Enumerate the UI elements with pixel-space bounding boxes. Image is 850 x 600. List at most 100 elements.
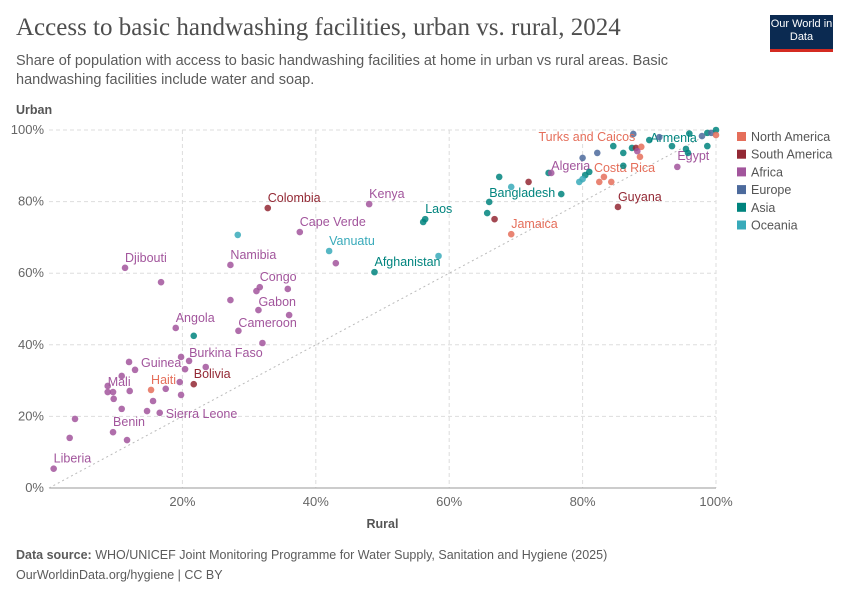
chart-title: Access to basic handwashing facilities, … xyxy=(16,14,621,41)
y-tick-label: 100% xyxy=(11,122,45,137)
data-point xyxy=(123,436,131,444)
data-point xyxy=(547,169,555,177)
legend-swatch xyxy=(737,149,746,159)
point-label: Laos xyxy=(425,202,452,216)
legend-label: Europe xyxy=(751,183,791,197)
data-point xyxy=(636,153,644,161)
point-label: Bolivia xyxy=(194,367,231,381)
data-point xyxy=(495,173,503,181)
data-point xyxy=(255,306,262,314)
point-label: Afghanistan xyxy=(374,255,440,269)
data-point xyxy=(177,353,185,361)
data-point xyxy=(149,397,157,405)
legend-label: South America xyxy=(751,148,832,162)
data-point xyxy=(668,142,676,150)
data-point xyxy=(181,365,189,373)
legend-swatch xyxy=(737,132,746,141)
data-point xyxy=(118,405,126,413)
data-point xyxy=(104,388,111,396)
footer-url[interactable]: OurWorldinData.org/hygiene | CC BY xyxy=(16,568,223,582)
data-point xyxy=(579,154,586,162)
data-point xyxy=(698,132,706,140)
data-point xyxy=(325,247,333,255)
legend-label: Asia xyxy=(751,201,775,215)
point-label: Armenia xyxy=(650,131,697,145)
point-label: Jamaica xyxy=(511,217,558,231)
y-tick-label: 20% xyxy=(18,408,44,423)
data-point xyxy=(131,366,139,374)
legend-swatch xyxy=(737,167,746,177)
point-label: Benin xyxy=(113,415,145,429)
data-point xyxy=(143,407,151,415)
data-point xyxy=(674,163,681,171)
point-label: Egypt xyxy=(677,149,709,163)
data-point xyxy=(202,363,210,371)
data-point xyxy=(656,133,663,141)
data-point xyxy=(109,388,117,396)
data-point xyxy=(491,215,498,223)
owid-logo[interactable]: Our World in Data xyxy=(770,15,833,52)
data-point xyxy=(227,261,234,269)
reference-line xyxy=(48,129,717,489)
data-point xyxy=(593,149,601,157)
data-point xyxy=(156,409,164,417)
point-label: Vanuatu xyxy=(329,234,375,248)
data-point xyxy=(585,168,593,176)
scatter-chart: 0% 20% 40% 60% 80% 100% 20% 40% 60% 80% 100% Urban R… xyxy=(11,103,833,531)
data-point xyxy=(607,178,615,186)
point-label: Namibia xyxy=(230,248,276,262)
data-point xyxy=(637,143,645,151)
y-tick-label: 0% xyxy=(25,480,44,495)
data-point xyxy=(629,130,637,138)
point-label: Sierra Leone xyxy=(166,407,238,421)
data-point xyxy=(234,231,242,239)
x-tick-label: 20% xyxy=(169,494,195,509)
point-label: Djibouti xyxy=(125,251,167,265)
point-label: Colombia xyxy=(268,191,321,205)
point-label: Bangladesh xyxy=(489,186,555,200)
point-label: Congo xyxy=(260,270,297,284)
data-point xyxy=(104,382,111,390)
data-point xyxy=(126,387,134,395)
x-tick-label: 40% xyxy=(303,494,329,509)
point-label: Burkina Faso xyxy=(189,346,263,360)
point-label: Angola xyxy=(176,311,215,325)
source-text: WHO/UNICEF Joint Monitoring Programme fo… xyxy=(95,548,608,562)
data-point xyxy=(365,200,373,208)
y-axis-label: Urban xyxy=(16,103,52,117)
data-point xyxy=(619,162,627,170)
point-label: Guyana xyxy=(618,190,662,204)
data-point xyxy=(177,391,185,399)
chart-subtitle: Share of population with access to basic… xyxy=(16,53,669,88)
data-point xyxy=(296,228,304,236)
data-point xyxy=(646,136,653,144)
data-point xyxy=(147,386,155,394)
legend-swatch xyxy=(737,220,746,230)
data-point xyxy=(121,264,129,272)
y-tick-label: 80% xyxy=(18,194,44,209)
point-label: Haiti xyxy=(151,373,176,387)
data-point xyxy=(332,259,340,267)
data-point xyxy=(118,372,126,380)
data-point xyxy=(109,428,117,436)
data-point xyxy=(609,142,617,150)
data-point xyxy=(507,183,515,191)
data-point xyxy=(50,465,57,472)
data-point xyxy=(185,357,193,365)
data-point xyxy=(600,173,608,181)
data-point xyxy=(712,131,720,139)
point-label: Gabon xyxy=(258,295,296,309)
data-point xyxy=(614,203,622,211)
legend-label: Oceania xyxy=(751,219,798,233)
data-point xyxy=(371,268,378,276)
point-label: Cape Verde xyxy=(300,215,366,229)
point-label: Guinea xyxy=(141,356,181,370)
data-point xyxy=(525,178,532,186)
y-tick-label: 40% xyxy=(18,337,44,352)
source-label: Data source: xyxy=(16,548,92,562)
legend-label: North America xyxy=(751,130,830,144)
data-point xyxy=(633,147,641,155)
data-point xyxy=(66,434,73,442)
point-label: Cameroon xyxy=(238,316,296,330)
data-point xyxy=(176,378,184,386)
